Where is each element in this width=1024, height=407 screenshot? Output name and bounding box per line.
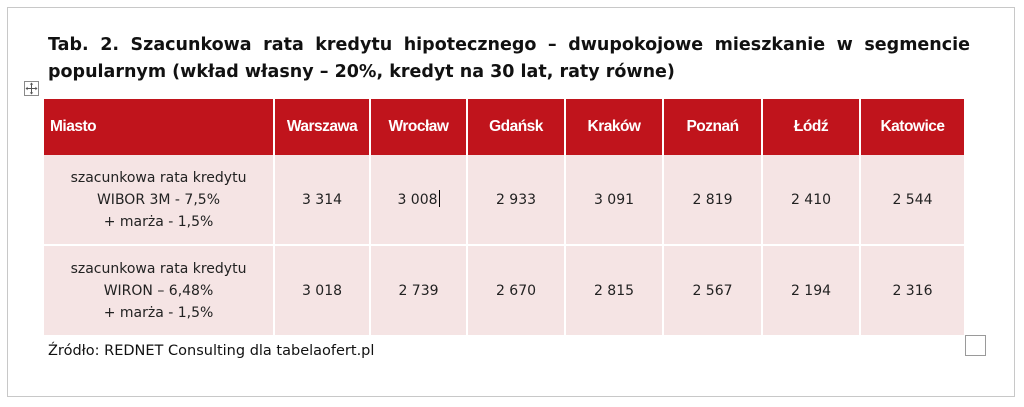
header-cell-warszawa: Warszawa xyxy=(274,99,371,155)
table-cell[interactable]: 2 316 xyxy=(860,245,964,337)
row-label-line: szacunkowa rata kredytu xyxy=(70,260,247,277)
table-row: szacunkowa rata kredytu WIRON – 6,48% + … xyxy=(44,245,964,337)
row-label-line: WIRON – 6,48% xyxy=(103,282,214,299)
row-label-line: WIBOR 3M - 7,5% xyxy=(96,191,221,208)
table-cell[interactable]: 2 194 xyxy=(762,245,861,337)
row-label-line: + marża - 1,5% xyxy=(103,304,214,321)
row-label-line: szacunkowa rata kredytu xyxy=(70,169,247,186)
table-cell[interactable]: 3 008 xyxy=(370,155,468,246)
header-cell-krakow: Kraków xyxy=(565,99,664,155)
table-cell[interactable]: 3 314 xyxy=(274,155,371,246)
resize-box[interactable] xyxy=(965,335,986,356)
table-cell[interactable]: 2 567 xyxy=(663,245,763,337)
table-cell[interactable]: 2 819 xyxy=(663,155,763,246)
row-label: szacunkowa rata kredytu WIRON – 6,48% + … xyxy=(44,245,275,337)
header-cell-gdansk: Gdańsk xyxy=(467,99,566,155)
move-arrows-icon[interactable] xyxy=(24,81,39,96)
header-cell-katowice: Katowice xyxy=(860,99,964,155)
table-cell[interactable]: 2 739 xyxy=(370,245,468,337)
header-cell-city: Miasto xyxy=(44,99,275,155)
table-cell[interactable]: 3 018 xyxy=(274,245,371,337)
table-cell[interactable]: 3 091 xyxy=(565,155,664,246)
row-label: szacunkowa rata kredytu WIBOR 3M - 7,5% … xyxy=(44,155,275,246)
table-cell[interactable]: 2 544 xyxy=(860,155,964,246)
mortgage-rate-table: Miasto Warszawa Wrocław Gdańsk Kraków Po… xyxy=(44,99,964,337)
source-note: Źródło: REDNET Consulting dla tabelaofer… xyxy=(48,343,375,359)
table-cell[interactable]: 2 933 xyxy=(467,155,566,246)
table-cell[interactable]: 2 670 xyxy=(467,245,566,337)
header-row: Miasto Warszawa Wrocław Gdańsk Kraków Po… xyxy=(44,99,964,155)
table-caption: Tab. 2. Szacunkowa rata kredytu hipotecz… xyxy=(48,35,970,82)
row-label-line: + marża - 1,5% xyxy=(103,213,214,230)
table-cell[interactable]: 2 815 xyxy=(565,245,664,337)
header-cell-poznan: Poznań xyxy=(663,99,763,155)
table-row: szacunkowa rata kredytu WIBOR 3M - 7,5% … xyxy=(44,155,964,246)
text-cursor xyxy=(438,189,440,207)
header-cell-lodz: Łódź xyxy=(762,99,861,155)
header-cell-wroclaw: Wrocław xyxy=(370,99,468,155)
table-cell[interactable]: 2 410 xyxy=(762,155,861,246)
